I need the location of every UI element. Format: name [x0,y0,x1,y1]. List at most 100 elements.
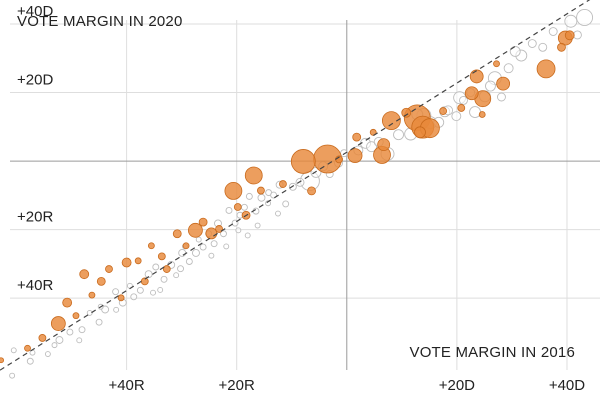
y-tick-label-0: +40D [17,3,53,20]
point-51 [78,326,86,334]
other-series [9,9,594,379]
y-tick-label-3: +40R [17,277,53,294]
point-67 [240,203,248,211]
point-33 [538,42,548,52]
highlight-point-2 [290,149,316,174]
highlight-point-53 [478,111,486,118]
y-axis-title: VOTE MARGIN IN 2020 [17,13,183,30]
highlight-point-55 [0,357,5,364]
point-41 [178,248,187,257]
point-29 [459,95,468,105]
trend-line [0,0,591,371]
point-32 [527,39,537,48]
point-84 [150,289,156,296]
highlight-point-32 [557,42,566,52]
point-74 [44,351,51,357]
highlight-point-18 [377,138,391,152]
highlight-point-23 [121,257,132,268]
point-31 [497,92,506,102]
point-42 [192,248,200,257]
highlight-point-48 [117,294,125,302]
highlight-point-6 [536,59,556,79]
point-35 [572,30,582,40]
point-73 [9,372,16,379]
highlight-point-22 [79,269,90,280]
highlight-point-54 [493,60,500,68]
highlight-point-28 [198,217,208,227]
point-1 [576,9,594,26]
y-tick-label-1: +20D [17,72,53,89]
highlight-point-30 [307,186,316,196]
point-53 [112,288,120,296]
point-92 [244,232,251,239]
point-44 [257,193,266,202]
x-axis-title: VOTE MARGIN IN 2016 [409,344,575,361]
highlight-point-16 [469,69,484,84]
point-8 [564,14,578,28]
highlight-point-34 [105,265,113,273]
x-tick-label-2: +20D [439,377,475,394]
point-62 [210,240,218,248]
point-88 [195,236,202,243]
point-49 [26,357,34,365]
grid-layer [10,20,600,370]
highlight-point-13 [347,148,363,164]
point-20 [509,45,521,57]
point-52 [95,318,103,326]
highlight-point-24 [401,107,412,118]
point-34 [548,27,558,36]
highlight-point-40 [257,186,265,195]
point-57 [160,275,168,283]
highlight-point-33 [38,334,47,342]
highlight-point-12 [188,222,203,238]
point-16 [393,129,404,141]
point-39 [144,270,153,279]
point-48 [340,149,348,158]
point-59 [185,258,193,265]
highlight-point-43 [439,107,448,115]
y-tick-label-2: +20R [17,209,53,226]
point-95 [275,210,281,217]
point-85 [157,287,164,293]
highlight-point-17 [496,76,511,91]
point-64 [225,206,233,214]
point-79 [51,342,58,349]
highlight-point-45 [24,344,31,352]
point-26 [503,63,514,74]
point-55 [136,286,144,294]
point-75 [86,309,93,316]
point-56 [152,263,160,271]
data-points-layer [0,9,594,379]
highlight-point-51 [182,242,190,250]
point-10 [469,106,481,119]
point-36 [55,336,64,344]
highlight-point-46 [72,312,80,320]
highlight-point-41 [279,180,287,188]
point-90 [223,243,230,250]
tick-label-layer: +40D +20D +20R +40R +40R +20R +20D +40D [17,3,585,394]
point-82 [113,306,120,313]
point-15 [366,141,378,153]
x-tick-label-3: +40D [549,377,585,394]
highlight-point-25 [564,30,575,41]
point-77 [10,347,17,354]
point-86 [173,272,180,279]
highlight-point-15 [464,86,479,101]
point-25 [451,111,462,122]
highlight-point-37 [162,265,171,273]
highlight-point-39 [233,203,242,211]
point-68 [245,192,253,200]
point-54 [130,293,138,301]
point-19 [485,80,496,92]
highlight-point-50 [147,242,155,250]
point-72 [282,200,290,208]
x-tick-label-1: +20R [219,377,255,394]
point-91 [235,227,242,234]
highlight-point-52 [369,128,377,136]
highlight-point-8 [244,166,263,185]
highlight-point-11 [50,316,66,331]
highlighted-series [0,30,575,364]
highlight-point-7 [224,182,243,200]
point-93 [254,222,261,229]
